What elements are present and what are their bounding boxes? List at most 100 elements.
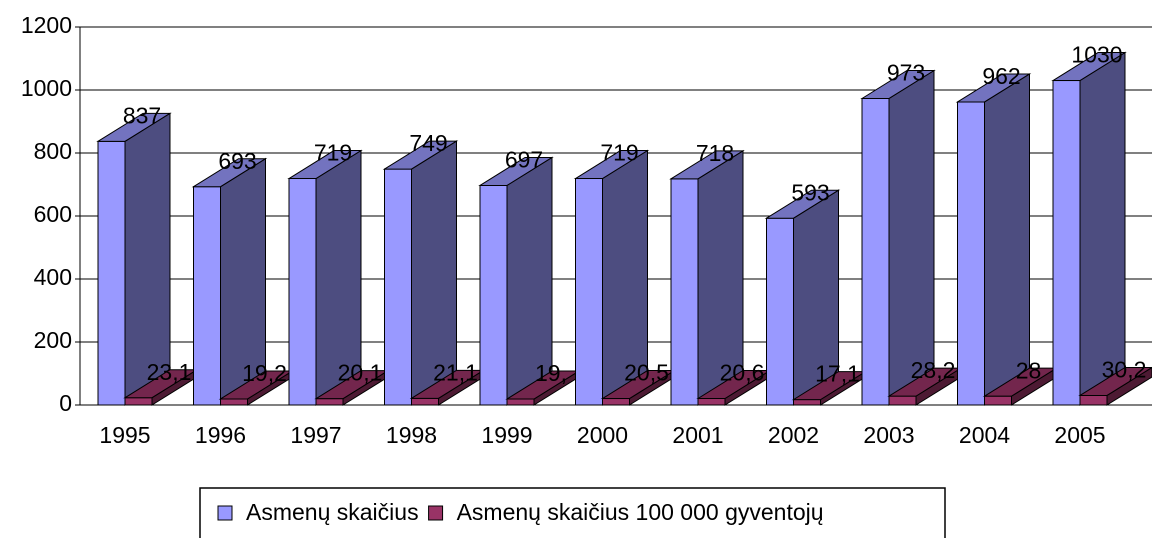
bar	[478, 156, 554, 406]
data-label: 719	[600, 140, 638, 166]
data-label: 719	[314, 140, 352, 166]
bar-front	[411, 397, 439, 406]
y-tick-label: 1200	[21, 12, 72, 38]
bar-top	[955, 73, 1032, 103]
y-tick-label: 600	[34, 201, 72, 227]
x-tick-label: 1999	[481, 422, 532, 448]
x-tick-label: 2004	[959, 422, 1010, 448]
data-label: 593	[791, 179, 829, 205]
bar-front	[575, 178, 603, 406]
y-tick-label: 1000	[21, 75, 72, 101]
data-label: 19,2	[242, 360, 287, 386]
legend: Asmenų skaičius Asmenų skaičius 100 000 g…	[199, 487, 946, 538]
bar-top	[764, 189, 841, 219]
bar-front	[861, 98, 890, 406]
legend-label: Asmenų skaičius 100 000 gyventojų	[457, 499, 824, 525]
bar	[573, 149, 650, 406]
x-tick-label: 1998	[386, 422, 437, 448]
bar-front	[957, 101, 985, 406]
data-label: 973	[887, 60, 925, 86]
legend-box	[199, 487, 946, 538]
bar	[955, 73, 1032, 406]
bar	[696, 369, 772, 406]
bar-front	[479, 184, 508, 406]
data-label: 1030	[1071, 42, 1122, 68]
x-tick-label: 2005	[1054, 422, 1105, 448]
bar-top	[1051, 52, 1127, 82]
bar-front	[506, 398, 535, 406]
data-label: 19,	[535, 360, 567, 386]
bar-front	[193, 186, 221, 406]
data-label: 20,1	[338, 360, 383, 386]
bar-top	[382, 140, 459, 170]
x-tick-label: 2002	[768, 422, 819, 448]
bar	[764, 189, 841, 406]
y-tick-label: 400	[34, 264, 72, 290]
bar-front	[97, 140, 126, 406]
bar-top	[860, 70, 936, 100]
data-label: 697	[505, 147, 543, 173]
bar-front	[602, 398, 630, 406]
bar-front	[384, 168, 412, 406]
bar-side	[1079, 51, 1126, 406]
bar-top	[287, 150, 363, 180]
data-label: 30,2	[1102, 357, 1147, 383]
bar	[1051, 51, 1127, 406]
bar-front	[888, 395, 917, 406]
bar-front	[315, 398, 344, 406]
data-label: 20,5	[624, 360, 669, 386]
bar	[409, 369, 486, 406]
x-tick-label: 1995	[99, 422, 150, 448]
x-tick-label: 2003	[863, 422, 914, 448]
bar	[314, 369, 390, 406]
bar	[287, 149, 363, 406]
bar	[791, 370, 868, 406]
data-label: 837	[123, 102, 161, 128]
data-label: 749	[409, 130, 447, 156]
data-label: 693	[218, 148, 256, 174]
bar	[982, 367, 1059, 406]
data-label: 21,1	[433, 359, 478, 385]
x-tick-label: 1997	[290, 422, 341, 448]
legend-label: Asmenų skaičius	[246, 499, 419, 525]
bar-front	[1052, 80, 1081, 406]
data-label: 962	[982, 63, 1020, 89]
bar-front	[124, 397, 153, 406]
bar-front	[220, 398, 248, 406]
y-tick-label: 200	[34, 327, 72, 353]
bar	[669, 149, 745, 406]
data-label: 718	[696, 140, 734, 166]
data-label: 20,6	[720, 360, 765, 386]
bar-top	[191, 158, 268, 188]
bar-front	[793, 399, 821, 406]
x-tick-label: 1996	[195, 422, 246, 448]
x-tick-label: 2000	[577, 422, 628, 448]
bar-top	[669, 150, 745, 180]
data-label: 28	[1016, 357, 1042, 383]
bar-top	[478, 156, 554, 186]
bar-front	[1079, 394, 1108, 406]
bar-side	[888, 69, 935, 406]
bar	[860, 69, 936, 406]
data-label: 17,1	[815, 361, 860, 387]
bar-front	[766, 217, 794, 406]
data-label: 28,2	[911, 357, 956, 383]
y-tick-label: 800	[34, 138, 72, 164]
y-tick-label: 0	[59, 390, 72, 416]
bar-top	[1078, 366, 1152, 396]
bar-front	[670, 178, 699, 406]
bar-side	[984, 73, 1030, 406]
legend-marker	[217, 505, 233, 521]
legend-marker	[428, 505, 444, 521]
bar	[1078, 366, 1152, 406]
bar-front	[288, 178, 317, 406]
bar-front	[984, 395, 1012, 406]
x-tick-label: 2001	[672, 422, 723, 448]
bar	[191, 157, 268, 406]
bar-top	[96, 112, 172, 142]
bar-top	[573, 150, 650, 180]
data-label: 23,1	[147, 359, 192, 385]
bar-front	[697, 398, 726, 406]
bar	[382, 140, 459, 406]
